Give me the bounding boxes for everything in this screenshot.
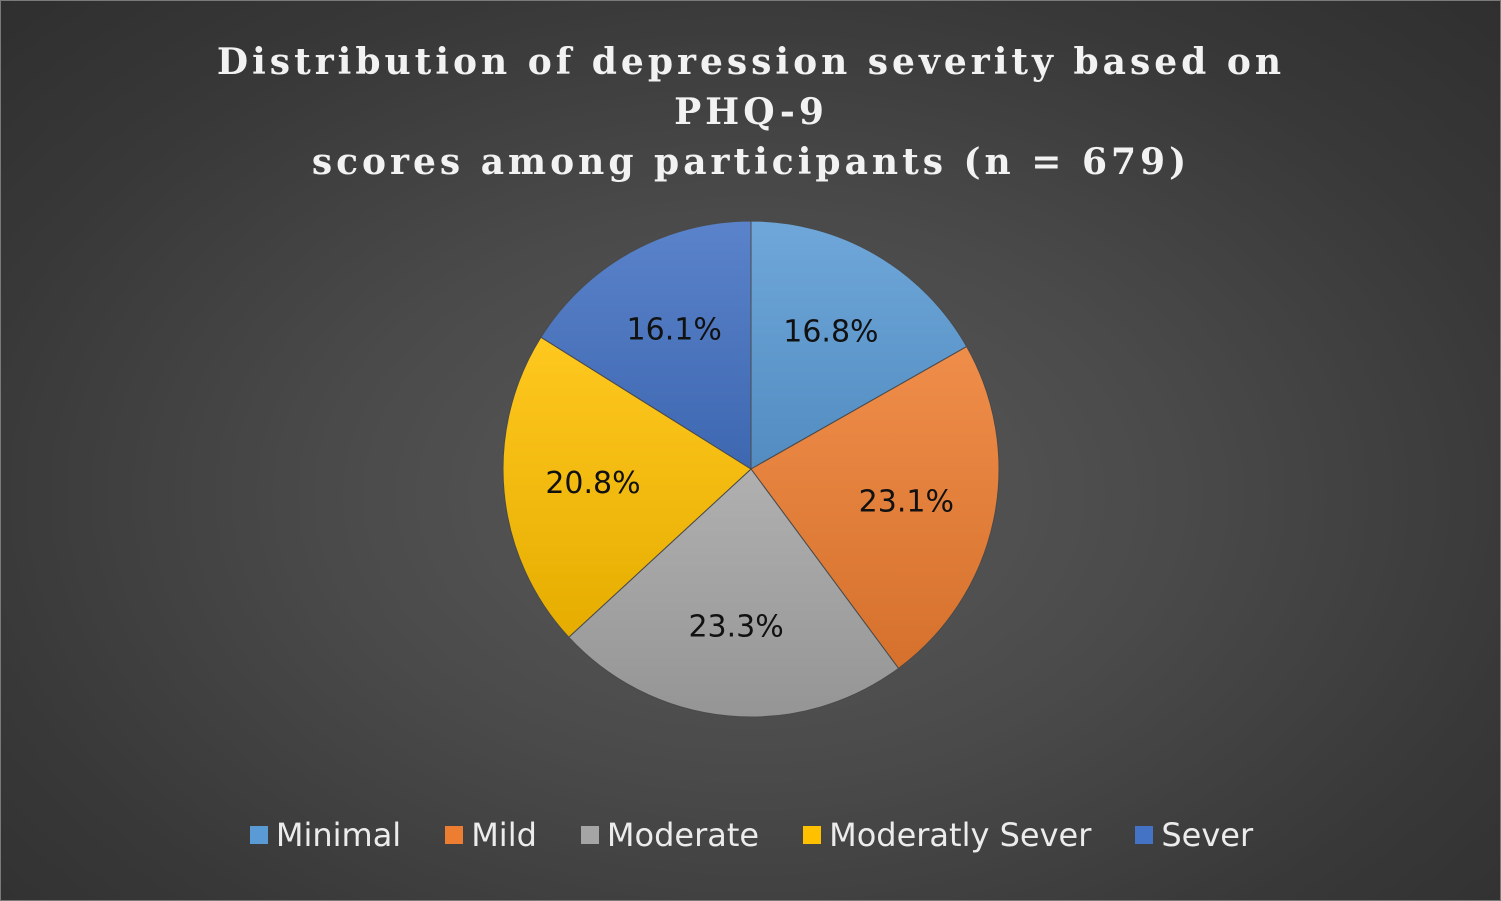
legend-item-mild: Mild [445, 816, 537, 854]
chart-title-line-2: scores among participants (n = 679) [311, 141, 1191, 183]
data-label-sever: 16.1% [627, 313, 722, 348]
legend-label: Moderatly Sever [829, 816, 1092, 854]
data-label-moderatly-sever: 20.8% [545, 466, 640, 501]
pie-slice-minimal [750, 220, 968, 470]
data-label-moderate: 23.3% [688, 610, 783, 645]
legend-swatch-icon [445, 826, 464, 844]
legend-swatch-icon [803, 826, 822, 844]
legend-label: Moderate [606, 816, 760, 854]
legend-item-moderatly-sever: Moderatly Sever [803, 816, 1091, 854]
legend-item-sever: Sever [1135, 816, 1253, 854]
pie-slice-sever [540, 220, 752, 470]
legend-label: Minimal [275, 816, 402, 854]
legend-item-moderate: Moderate [580, 816, 760, 854]
pie-slice-moderatly-sever [502, 336, 752, 638]
legend: Minimal Mild Moderate Moderatly Sever Sever [1, 816, 1500, 854]
chart-title: Distribution of depression severity base… [151, 37, 1351, 187]
legend-swatch-icon [580, 826, 599, 844]
chart-title-line-1: Distribution of depression severity base… [216, 41, 1286, 133]
legend-item-minimal: Minimal [249, 816, 402, 854]
legend-swatch-icon [1135, 826, 1154, 844]
legend-swatch-icon [249, 826, 268, 844]
data-label-minimal: 16.8% [783, 314, 878, 349]
pie-slice-moderate [568, 468, 900, 718]
legend-label: Mild [471, 816, 537, 854]
legend-label: Sever [1161, 816, 1254, 854]
pie-slice-mild [750, 345, 1000, 670]
data-label-mild: 23.1% [859, 484, 954, 519]
